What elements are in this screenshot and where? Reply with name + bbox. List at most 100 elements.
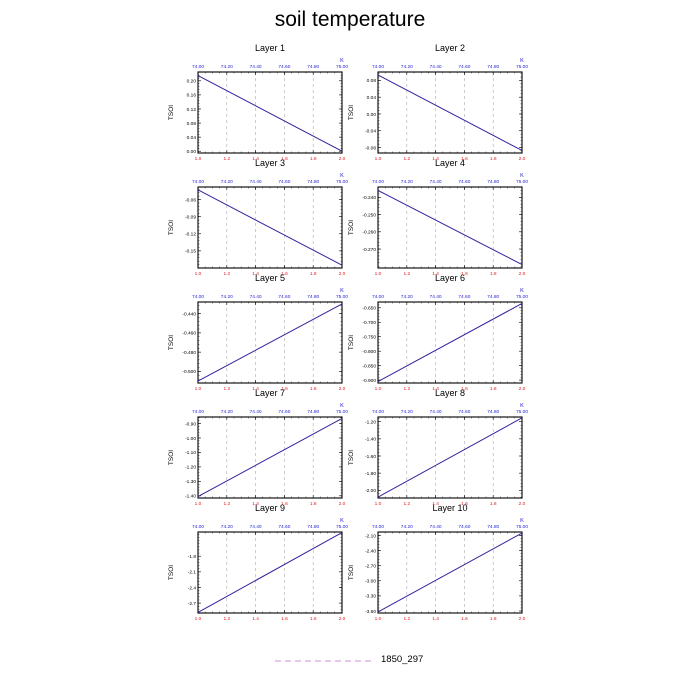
x-tick-label: 1.2 (223, 501, 230, 507)
top-tick-label: 74.00 (372, 524, 384, 530)
top-tick-label: 74.20 (221, 64, 233, 70)
top-tick-label: 74.20 (401, 524, 413, 530)
panel-title: Layer 6 (435, 273, 465, 283)
y-tick-label: -0.650 (362, 306, 376, 312)
top-tick-label: 74.80 (307, 409, 319, 415)
x-tick-label: 1.0 (195, 616, 202, 622)
top-tick-label: 74.60 (278, 64, 290, 70)
x-tick-label: 1.6 (461, 501, 468, 507)
x-tick-label: 1.8 (490, 386, 497, 392)
y-tick-label: -0.09 (185, 214, 196, 220)
top-tick-label: 75.00 (516, 409, 528, 415)
top-axis-unit: K (520, 403, 524, 409)
top-tick-label: 74.00 (192, 524, 204, 530)
legend: 1850_297 (275, 654, 423, 668)
panel-layer-1: Layer 1 1.0 1.2 1.4 1.6 1.8 2.0 74.00 74.20 74.40… (158, 42, 348, 162)
y-tick-label: -3.60 (365, 609, 376, 615)
x-tick-label: 1.4 (252, 271, 259, 277)
x-tick-label: 2.0 (519, 386, 526, 392)
legend-label: 1850_297 (381, 654, 424, 665)
top-tick-label: 74.20 (221, 179, 233, 185)
y-tick-label: 0.08 (367, 78, 377, 84)
top-tick-label: 74.20 (401, 294, 413, 300)
x-tick-label: 1.2 (403, 386, 410, 392)
y-tick-label: -0.800 (362, 349, 376, 355)
top-tick-label: 74.60 (278, 524, 290, 530)
x-tick-label: 1.0 (375, 616, 382, 622)
y-tick-label: -0.08 (365, 145, 376, 151)
top-axis-unit: K (520, 173, 524, 179)
top-tick-label: 74.00 (192, 294, 204, 300)
y-axis-label: TSOI (348, 335, 355, 350)
x-tick-label: 2.0 (339, 271, 346, 277)
top-tick-label: 74.20 (401, 179, 413, 185)
panel-title: Layer 10 (432, 503, 467, 513)
top-tick-label: 74.40 (250, 64, 262, 70)
y-tick-label: -2.1 (188, 570, 197, 576)
y-tick-label: -0.270 (362, 247, 376, 253)
y-tick-label: -2.70 (365, 564, 376, 570)
panel-layer-3: Layer 3 1.0 1.2 1.4 1.6 1.8 2.0 74.00 74.20 74.40… (158, 157, 348, 277)
x-tick-label: 1.0 (375, 271, 382, 277)
top-tick-label: 74.60 (458, 524, 470, 530)
x-tick-label: 1.2 (223, 616, 230, 622)
y-tick-label: -2.40 (365, 548, 376, 554)
panel-title: Layer 2 (435, 43, 465, 53)
x-tick-label: 1.2 (403, 271, 410, 277)
panel-layer-8: Layer 8 1.0 1.2 1.4 1.6 1.8 2.0 74.00 74.20 74.40… (338, 387, 528, 507)
top-tick-label: 74.60 (278, 179, 290, 185)
panel-layer-7: Layer 7 1.0 1.2 1.4 1.6 1.8 2.0 74.00 74.20 74.40… (158, 387, 348, 507)
top-tick-label: 74.80 (307, 294, 319, 300)
top-tick-label: 74.00 (372, 409, 384, 415)
figure-title: soil temperature (274, 8, 426, 31)
top-axis-unit: K (340, 403, 344, 409)
y-tick-label: 0.12 (187, 107, 197, 113)
x-tick-label: 1.8 (310, 616, 317, 622)
y-tick-label: -0.900 (362, 378, 376, 384)
x-tick-label: 1.8 (490, 501, 497, 507)
x-tick-label: 1.0 (195, 156, 202, 162)
x-tick-label: 1.6 (281, 616, 288, 622)
x-tick-label: 2.0 (339, 616, 346, 622)
top-tick-label: 75.00 (516, 179, 528, 185)
x-tick-label: 1.0 (375, 386, 382, 392)
y-tick-label: -0.250 (362, 212, 376, 218)
y-tick-label: -0.480 (182, 350, 196, 356)
chart-svg: Layer 4 1.0 1.2 1.4 1.6 1.8 2.0 74.00 74.20 74.40… (348, 158, 528, 277)
x-tick-label: 1.8 (310, 271, 317, 277)
top-tick-label: 74.60 (278, 409, 290, 415)
y-tick-label: -3.30 (365, 594, 376, 600)
y-tick-label: -1.20 (365, 420, 376, 426)
panel-title: Layer 3 (255, 158, 285, 168)
x-tick-label: 1.2 (223, 271, 230, 277)
x-tick-label: 1.4 (432, 501, 439, 507)
top-tick-label: 74.60 (458, 64, 470, 70)
top-tick-label: 75.00 (336, 294, 348, 300)
y-tick-label: 0.04 (187, 135, 197, 141)
y-tick-label: 0.00 (367, 112, 377, 118)
top-tick-label: 74.00 (192, 409, 204, 415)
series-line (197, 418, 343, 497)
top-tick-label: 74.80 (307, 524, 319, 530)
top-tick-label: 74.20 (221, 409, 233, 415)
x-tick-label: 1.2 (403, 156, 410, 162)
y-tick-label: -1.00 (185, 436, 196, 442)
x-tick-label: 2.0 (519, 616, 526, 622)
chart-svg: Layer 1 1.0 1.2 1.4 1.6 1.8 2.0 74.00 74.20 74.40… (168, 43, 348, 162)
top-tick-label: 74.60 (458, 294, 470, 300)
legend-line-swatch (275, 660, 375, 662)
top-tick-label: 74.40 (430, 294, 442, 300)
top-axis-unit: K (340, 173, 344, 179)
y-tick-label: -1.20 (185, 465, 196, 471)
x-tick-label: 1.4 (252, 616, 259, 622)
top-tick-label: 75.00 (336, 524, 348, 530)
top-tick-label: 74.40 (430, 409, 442, 415)
x-tick-label: 1.6 (461, 386, 468, 392)
x-tick-label: 2.0 (519, 271, 526, 277)
y-tick-label: -2.7 (188, 601, 197, 607)
top-tick-label: 75.00 (516, 294, 528, 300)
x-tick-label: 2.0 (339, 156, 346, 162)
x-tick-label: 1.8 (310, 156, 317, 162)
series-line (197, 189, 343, 266)
y-tick-label: -2.00 (365, 488, 376, 494)
